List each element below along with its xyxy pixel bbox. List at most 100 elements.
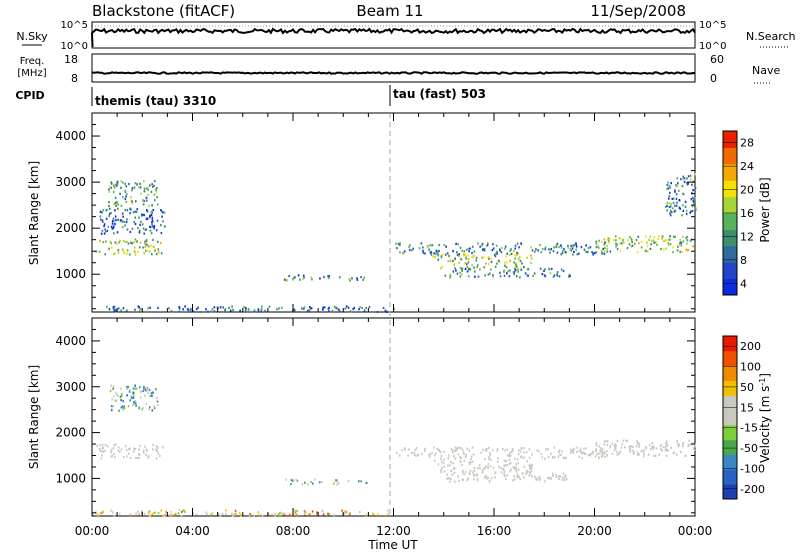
echo-cell [399, 244, 401, 247]
echo-cell [457, 475, 459, 478]
echo-cell [347, 306, 350, 309]
echo-cell [607, 237, 610, 240]
colorbar-tick-label: 100 [740, 361, 761, 374]
echo-cell [363, 309, 366, 312]
echo-cell [564, 479, 566, 482]
echo-cell [692, 245, 694, 248]
echo-cell [109, 212, 111, 215]
echo-cell [686, 239, 689, 242]
echo-cell [145, 217, 148, 220]
echo-cell [431, 244, 433, 247]
echo-cell [540, 251, 542, 254]
echo-cell [614, 445, 617, 448]
power-panel-frame [91, 112, 696, 313]
echo-cell [679, 207, 681, 210]
echo-cell [601, 455, 603, 458]
echo-cell [143, 451, 145, 455]
echo-cell [111, 222, 114, 225]
echo-cell [142, 449, 145, 452]
echo-cell [541, 456, 543, 459]
echo-cell [145, 199, 148, 202]
echo-cell [538, 450, 540, 453]
echo-cell [470, 461, 472, 464]
echo-cell [351, 277, 353, 280]
echo-cell [677, 445, 680, 448]
echo-cell [516, 253, 518, 256]
echo-cell [283, 278, 286, 281]
echo-cell [473, 266, 475, 269]
echo-cell [461, 268, 463, 271]
echo-cell [99, 450, 102, 453]
echo-cell [147, 512, 150, 515]
echo-cell [311, 278, 313, 281]
echo-cell [125, 310, 127, 313]
echo-cell [628, 446, 631, 449]
colorbar-tick-label: 15 [740, 401, 754, 414]
echo-cell [327, 275, 329, 278]
echo-cell [225, 509, 227, 512]
echo-cell [558, 475, 560, 478]
echo-cell [660, 443, 663, 446]
echo-cell [692, 196, 694, 199]
echo-cell [145, 389, 148, 392]
echo-cell [579, 447, 582, 450]
echo-cell [444, 274, 447, 277]
echo-cell [147, 193, 149, 196]
echo-cell [675, 197, 678, 200]
echo-cell [520, 268, 523, 272]
echo-cell [669, 209, 672, 212]
echo-cell [456, 272, 459, 275]
echo-cell [122, 307, 125, 310]
echo-cell [239, 512, 241, 515]
echo-cell [526, 460, 528, 463]
echo-cell [530, 261, 532, 265]
echo-cell [490, 477, 493, 480]
echo-cell [146, 209, 148, 212]
echo-cell [155, 448, 158, 451]
echo-cell [110, 450, 112, 453]
echo-cell [147, 455, 150, 458]
echo-cell [630, 445, 632, 448]
echo-cell [111, 220, 114, 223]
echo-cell [456, 253, 459, 256]
echo-cell [616, 243, 619, 246]
echo-cell [672, 251, 674, 254]
echo-cell [539, 267, 542, 270]
echo-cell [539, 244, 541, 247]
echo-cell [293, 309, 296, 312]
echo-cell [435, 252, 437, 255]
echo-cell [458, 261, 461, 264]
nsearch-tick-top: 10^5 [699, 20, 726, 31]
echo-cell [126, 228, 129, 231]
echo-cell [648, 238, 650, 241]
echo-cell [261, 514, 264, 517]
echo-cell [448, 454, 450, 457]
echo-cell [514, 468, 516, 471]
echo-cell [563, 457, 566, 460]
echo-cell [589, 454, 592, 457]
echo-cell [132, 387, 135, 390]
echo-cell [454, 480, 456, 483]
echo-cell [302, 277, 304, 280]
echo-cell [138, 231, 141, 234]
echo-cell [686, 177, 688, 180]
echo-cell [528, 448, 531, 451]
echo-cell [644, 249, 647, 252]
echo-cell [135, 200, 137, 203]
echo-cell [473, 250, 476, 253]
echo-cell [458, 479, 460, 482]
echo-cell [693, 202, 695, 205]
echo-cell [492, 448, 494, 452]
echo-cell [561, 251, 564, 255]
echo-cell [130, 196, 132, 199]
echo-cell [663, 239, 665, 243]
echo-cell [140, 213, 143, 216]
echo-cell [124, 189, 126, 192]
echo-cell [490, 268, 492, 271]
echo-cell [280, 511, 282, 514]
echo-cell [146, 387, 149, 390]
x-axis-label: Time UT [367, 538, 418, 552]
echo-cell [618, 452, 620, 455]
echo-cell [100, 512, 102, 515]
echo-cell [303, 306, 306, 309]
